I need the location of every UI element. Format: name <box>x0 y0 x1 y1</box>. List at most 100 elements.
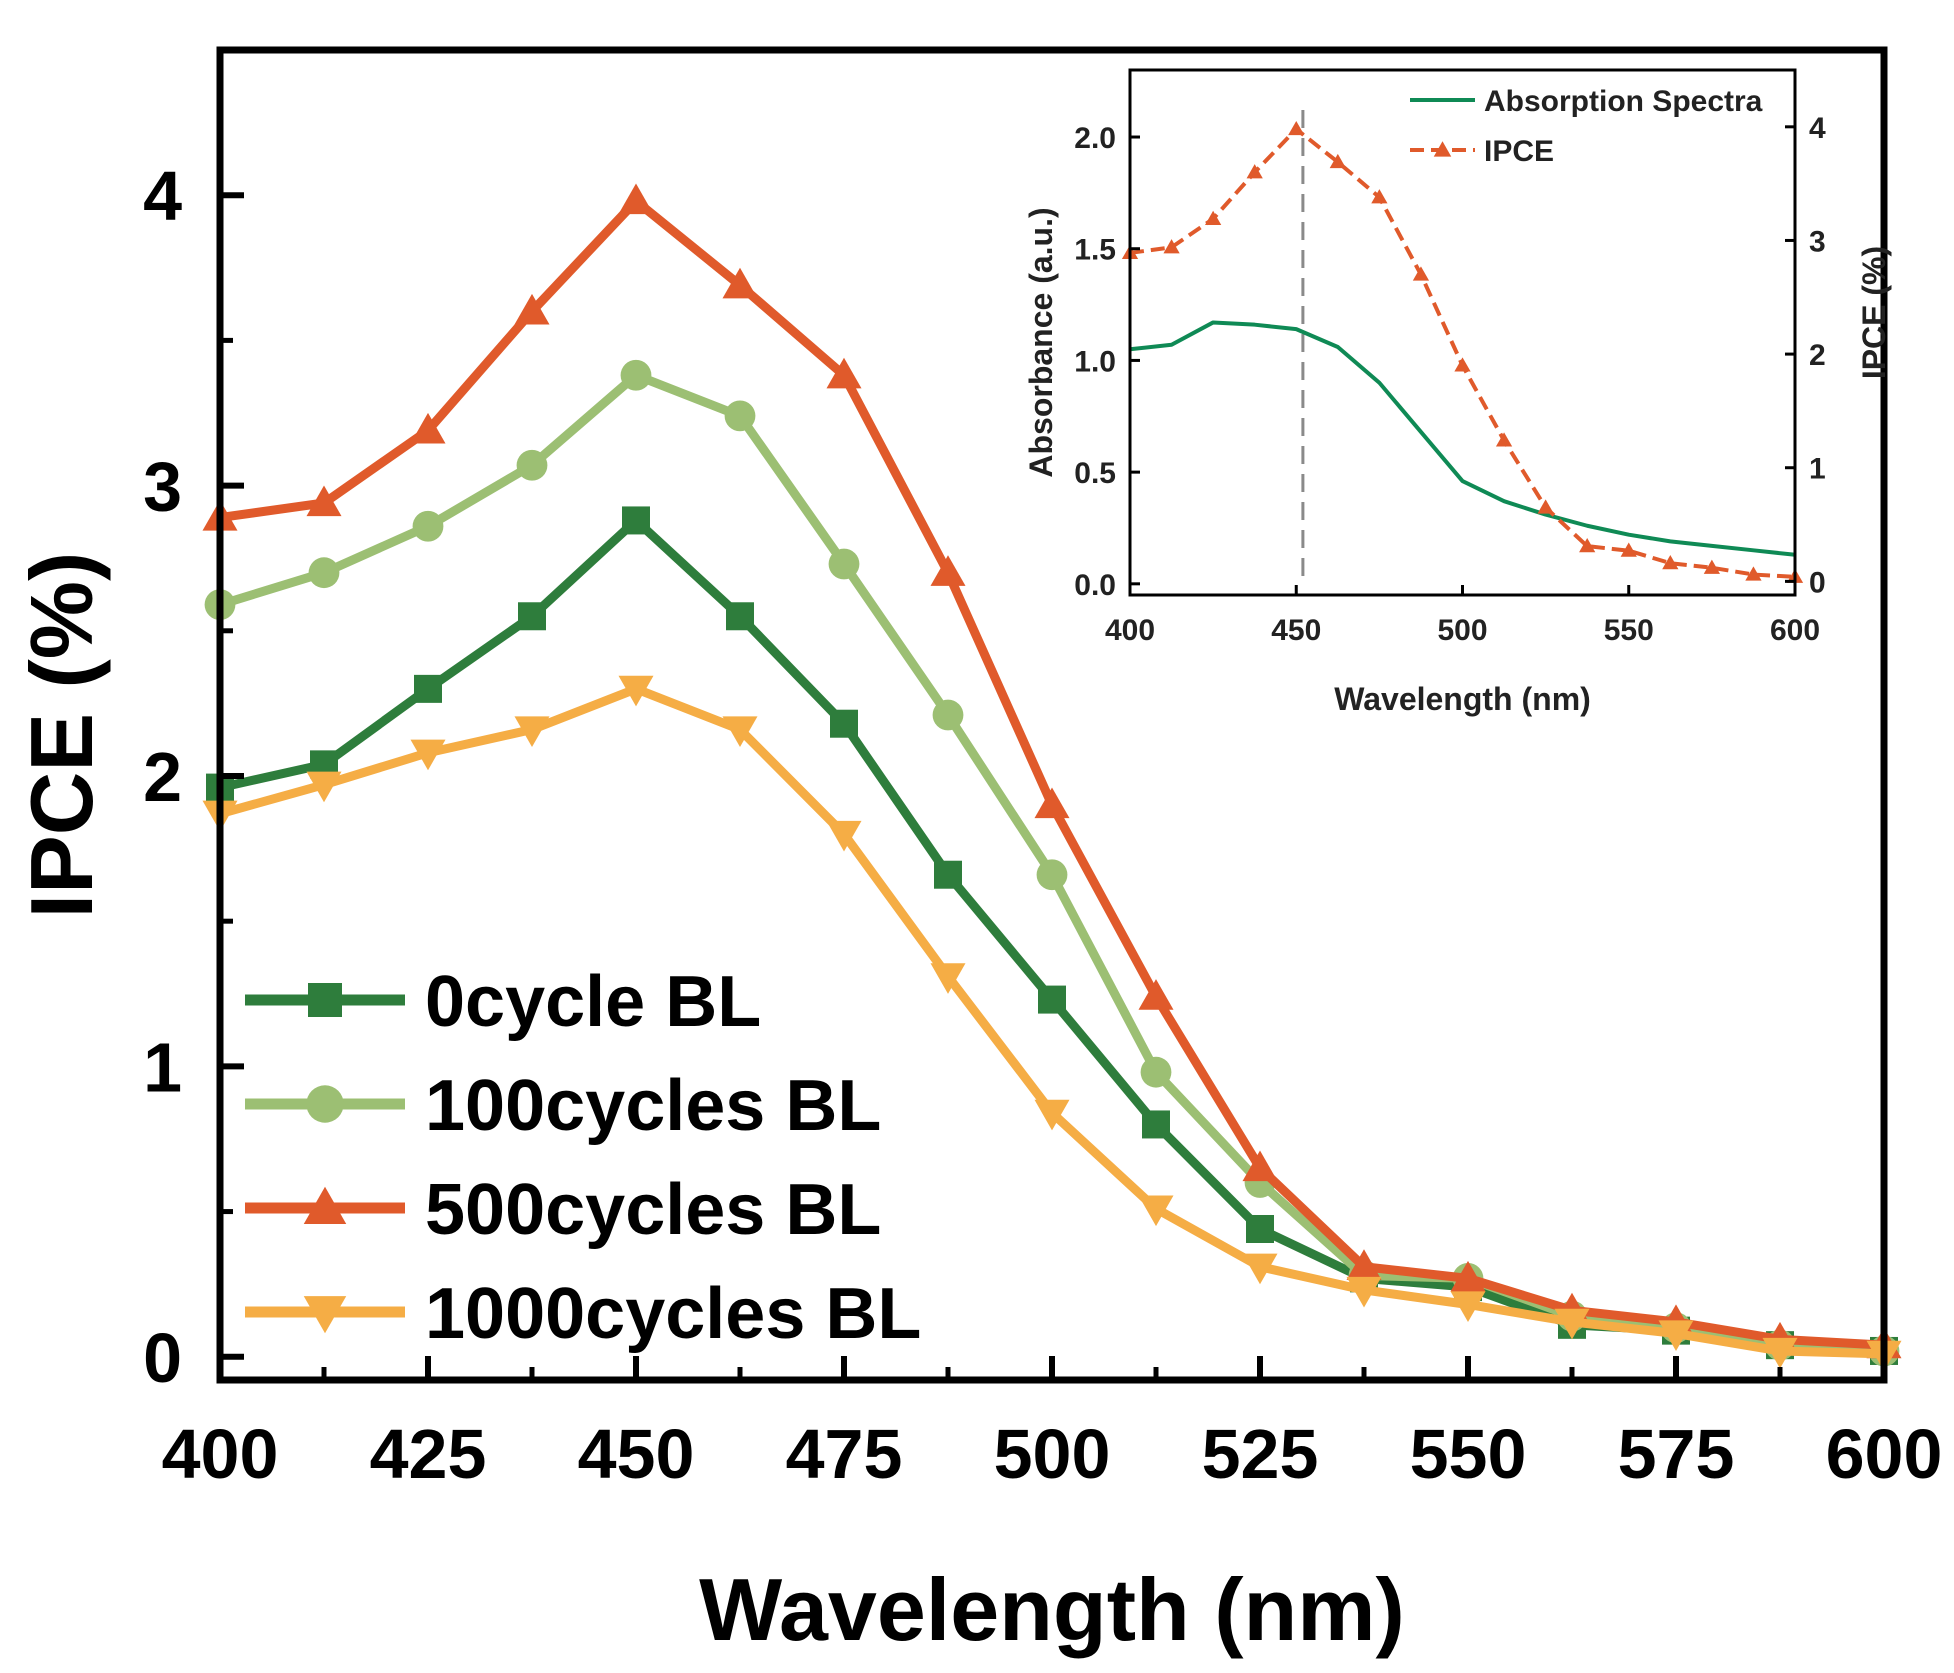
inset-data-point <box>1454 357 1471 372</box>
inset-legend-label: Absorption Spectra <box>1484 85 1763 118</box>
main-x-axis-title: Wavelength (nm) <box>699 1560 1405 1659</box>
inset-y-tick-label: 0.0 <box>1074 569 1116 602</box>
main-y-tick-label: 4 <box>143 157 182 235</box>
inset-x-tick-label: 550 <box>1604 614 1654 647</box>
main-data-point <box>620 359 652 391</box>
main-x-tick-label: 450 <box>578 1415 695 1493</box>
inset-y-tick-label: 1.0 <box>1074 345 1116 378</box>
inset-legend-marker <box>1433 141 1452 157</box>
main-x-tick-label: 500 <box>994 1415 1111 1493</box>
inset-data-point <box>1703 559 1720 574</box>
inset-data-point <box>1537 499 1554 514</box>
inset-data-point <box>1329 153 1346 169</box>
main-data-point <box>618 675 654 707</box>
inset-data-point <box>1246 164 1263 179</box>
main-data-point <box>1142 1110 1170 1139</box>
main-data-point <box>622 506 650 535</box>
main-data-point <box>1762 1337 1798 1369</box>
main-x-tick-label: 425 <box>370 1415 487 1493</box>
main-data-point <box>830 709 858 738</box>
inset-data-point <box>1288 120 1305 136</box>
main-data-point <box>1242 1253 1278 1285</box>
inset-y-tick-label: 1.5 <box>1074 234 1116 267</box>
main-data-point <box>1346 1276 1382 1308</box>
main-y-tick-label: 2 <box>143 738 182 816</box>
main-chart: 0cycle BL 100cycles BL 500cycles BL 1000cyc… <box>12 46 1942 1659</box>
main-data-point <box>826 357 862 389</box>
inset-background <box>1130 70 1795 595</box>
main-x-tick-label: 400 <box>162 1415 279 1493</box>
inset-plot-frame <box>1128 68 1797 597</box>
main-data-point <box>618 183 654 215</box>
main-data-point <box>410 412 446 444</box>
main-data-point <box>724 400 756 432</box>
inset-x-tick-label: 500 <box>1437 614 1487 647</box>
inset-data-point <box>1412 266 1430 281</box>
main-x-tick-label: 525 <box>1202 1415 1319 1493</box>
main-legend-marker <box>303 1186 347 1224</box>
inset-data-point <box>1745 566 1762 581</box>
inset-data-point <box>1495 432 1513 447</box>
main-y-axis-title: IPCE (%) <box>12 552 111 919</box>
main-data-point <box>1036 859 1068 891</box>
main-data-point <box>1138 1195 1174 1227</box>
main-legend: 0cycle BL 100cycles BL 500cycles BL 1000cyc… <box>245 962 921 1354</box>
main-data-point <box>930 555 966 586</box>
inset-data-point <box>1620 542 1637 557</box>
inset-legend: Absorption Spectra IPCE <box>1410 85 1763 168</box>
main-series-layer <box>202 183 1902 1372</box>
inset-x-tick-label: 600 <box>1770 614 1820 647</box>
inset-right-axis-title: IPCE (%) <box>1856 246 1892 379</box>
main-legend-label: 500cycles BL <box>425 1170 881 1250</box>
main-legend-marker <box>306 1085 344 1123</box>
inset-right-tick-label: 1 <box>1809 453 1826 486</box>
inset-x-tick-label: 450 <box>1271 614 1321 647</box>
inset-chart: Absorption Spectra IPCE 400 450 500 550 600 0.… <box>1023 68 1892 717</box>
main-data-point <box>722 267 758 299</box>
main-data-point <box>932 699 964 731</box>
main-legend-label: 0cycle BL <box>425 962 761 1042</box>
main-y-tick-label: 0 <box>143 1319 182 1397</box>
main-data-point <box>412 510 444 542</box>
inset-legend-label: IPCE <box>1484 135 1554 168</box>
main-data-point <box>1038 985 1066 1014</box>
inset-data-point <box>1205 210 1222 225</box>
inset-right-tick-label: 4 <box>1809 112 1826 145</box>
main-legend-marker <box>303 1296 347 1334</box>
inset-data-point <box>1371 189 1388 204</box>
main-data-point <box>514 716 550 748</box>
main-legend-label: 1000cycles BL <box>425 1274 921 1354</box>
main-data-point <box>414 674 442 703</box>
inset-x-tick-label: 400 <box>1105 614 1155 647</box>
inset-y-tick-label: 2.0 <box>1074 122 1116 155</box>
inset-x-axis-title: Wavelength (nm) <box>1334 681 1591 717</box>
main-data-point <box>826 820 862 852</box>
main-y-tick-label: 3 <box>143 448 182 526</box>
main-data-point <box>1034 787 1070 819</box>
inset-right-tick-label: 2 <box>1809 339 1826 372</box>
main-data-point <box>1554 1308 1590 1340</box>
main-legend-marker <box>308 983 342 1017</box>
main-data-point <box>518 602 546 631</box>
inset-data-point <box>1163 239 1180 254</box>
inset-series-layer <box>1121 120 1804 583</box>
main-data-point <box>930 963 966 994</box>
main-data-point <box>1138 979 1174 1010</box>
main-data-point <box>828 548 860 580</box>
main-data-point <box>410 739 446 771</box>
main-x-tick-label: 475 <box>786 1415 903 1493</box>
main-data-point <box>934 860 962 889</box>
main-data-point <box>308 557 340 589</box>
inset-data-point <box>1662 555 1679 570</box>
main-data-point <box>1034 1099 1070 1131</box>
inset-tick-layer: 400 450 500 550 600 0.0 0.5 1.0 1.5 2.0 0 1 2 3 4 <box>1074 112 1826 647</box>
inset-right-tick-label: 3 <box>1809 225 1826 258</box>
inset-data-point <box>1579 538 1596 553</box>
main-x-tick-label: 600 <box>1826 1415 1943 1493</box>
main-data-point <box>1346 1249 1382 1280</box>
inset-right-tick-label: 0 <box>1809 566 1826 599</box>
main-tick-layer: 400 425 450 475 500 525 550 575 600 0 1 2 3 4 <box>143 157 1942 1493</box>
main-legend-label: 100cycles BL <box>425 1066 881 1146</box>
main-data-point <box>306 771 342 803</box>
